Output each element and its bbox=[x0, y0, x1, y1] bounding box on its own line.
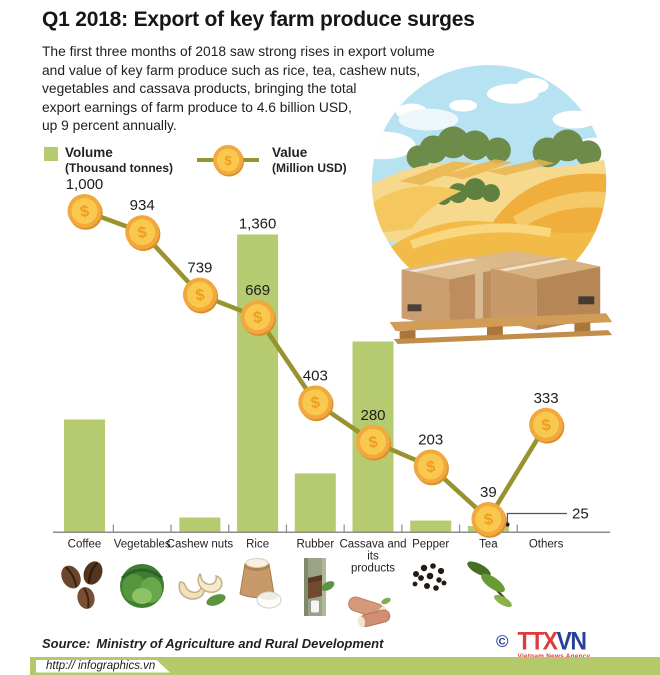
rice-sack-icon bbox=[239, 558, 282, 609]
volume-bar-rubber bbox=[294, 473, 336, 532]
tea-leaves-icon bbox=[467, 561, 512, 608]
value-label-tea: 39 bbox=[480, 484, 497, 501]
footer-url[interactable]: http:// infographics.vn bbox=[46, 659, 156, 672]
cassava-roots-icon bbox=[348, 596, 391, 628]
value-label-pepper: 203 bbox=[418, 431, 443, 448]
peppercorns-icon bbox=[412, 563, 447, 591]
value-coin-pepper: $ bbox=[413, 449, 449, 486]
svg-text:$: $ bbox=[79, 203, 90, 221]
volume-swatch-icon bbox=[44, 147, 58, 161]
category-label-cassava-and-its-products: Cassava and its products bbox=[339, 539, 406, 575]
value-coin-rice: $ bbox=[240, 300, 276, 336]
value-coin-coffee: $ bbox=[67, 194, 103, 230]
cardboard-boxes bbox=[401, 250, 601, 331]
footer-url-tab: http:// infographics.vn bbox=[36, 660, 170, 673]
value-label-rubber: 403 bbox=[303, 367, 328, 384]
category-label-coffee: Coffee bbox=[68, 539, 102, 551]
value-coin-vegetables: $ bbox=[125, 215, 161, 251]
source-line: Source: Ministry of Agriculture and Rural… bbox=[42, 636, 383, 651]
rubber-tap-icon bbox=[304, 558, 335, 616]
cashew-nuts-icon bbox=[178, 572, 226, 606]
category-label-cashew-nuts: Cashew nuts bbox=[167, 539, 234, 551]
copyright-icon: © bbox=[496, 632, 509, 651]
value-label-others: 333 bbox=[534, 390, 559, 407]
category-label-vegetables: Vegetables bbox=[114, 539, 171, 551]
source-text: Ministry of Agriculture and Rural Develo… bbox=[96, 636, 384, 651]
volume-bar-coffee bbox=[64, 419, 105, 532]
legend-volume-label: Volume bbox=[65, 145, 113, 160]
legend-volume-unit: (Thousand tonnes) bbox=[65, 161, 173, 175]
footer-bar: http:// infographics.vn bbox=[30, 657, 660, 675]
field-stripes bbox=[399, 159, 555, 186]
right-hill-stripe bbox=[512, 191, 607, 229]
page-title: Q1 2018: Export of key farm produce surg… bbox=[42, 8, 475, 31]
value-label-vegetables: 934 bbox=[130, 197, 155, 214]
value-coin-others: $ bbox=[529, 407, 565, 444]
volume-bar-rice bbox=[237, 234, 279, 532]
value-label-cashew-nuts: 739 bbox=[187, 260, 212, 277]
intro-paragraph: The first three months of 2018 saw stron… bbox=[42, 44, 435, 134]
category-label-others: Others bbox=[529, 539, 564, 551]
value-coin-cassava-and-its-products: $ bbox=[356, 424, 392, 461]
vegetables-icon bbox=[120, 564, 164, 608]
legend-value-label: Value bbox=[272, 145, 308, 160]
svg-text:$: $ bbox=[224, 153, 232, 168]
svg-text:$: $ bbox=[310, 394, 321, 412]
logo-subtext: Vietnam News Agency bbox=[518, 653, 591, 661]
svg-text:$: $ bbox=[425, 458, 436, 476]
logo-part2: VN bbox=[556, 626, 586, 655]
legend: Volume (Thousand tonnes) $ Value (Millio… bbox=[44, 145, 347, 179]
bar-label-rice: 1,360 bbox=[239, 215, 277, 232]
category-label-pepper: Pepper bbox=[412, 539, 449, 551]
value-label-cassava-and-its-products: 280 bbox=[360, 407, 385, 424]
callout-line bbox=[506, 512, 567, 523]
wooden-pallet bbox=[389, 313, 613, 345]
svg-text:$: $ bbox=[137, 224, 148, 242]
logo-part1: TTX bbox=[517, 626, 558, 655]
svg-text:$: $ bbox=[368, 434, 379, 452]
left-hill bbox=[371, 186, 462, 235]
category-label-tea: Tea bbox=[479, 539, 498, 551]
value-coin-tea: $ bbox=[471, 502, 507, 538]
bar-label-tea: 25 bbox=[572, 506, 589, 523]
svg-text:$: $ bbox=[541, 417, 552, 435]
volume-bar-pepper bbox=[410, 520, 452, 532]
tree-band bbox=[406, 126, 602, 170]
ttxvn-logo: TTXVN Vietnam News Agency bbox=[517, 626, 591, 661]
value-label-rice: 669 bbox=[245, 282, 270, 299]
category-label-rubber: Rubber bbox=[296, 539, 334, 551]
volume-bar-cashew-nuts bbox=[179, 517, 221, 532]
coffee-beans-icon bbox=[61, 561, 103, 609]
value-label-coffee: 1,000 bbox=[66, 176, 104, 193]
value-coin-cashew-nuts: $ bbox=[182, 277, 219, 314]
farm-illustration bbox=[371, 64, 613, 345]
svg-text:$: $ bbox=[194, 287, 205, 305]
svg-text:$: $ bbox=[252, 309, 263, 327]
agency-credit: © TTXVN Vietnam News Agency bbox=[496, 626, 591, 661]
value-coin-icon: $ bbox=[197, 145, 259, 177]
front-hill-stripe bbox=[409, 223, 552, 249]
source-label: Source: bbox=[42, 636, 91, 651]
value-coin-rubber: $ bbox=[298, 385, 334, 422]
svg-text:$: $ bbox=[483, 511, 494, 529]
legend-value-unit: (Million USD) bbox=[272, 161, 347, 175]
category-label-rice: Rice bbox=[246, 539, 269, 551]
